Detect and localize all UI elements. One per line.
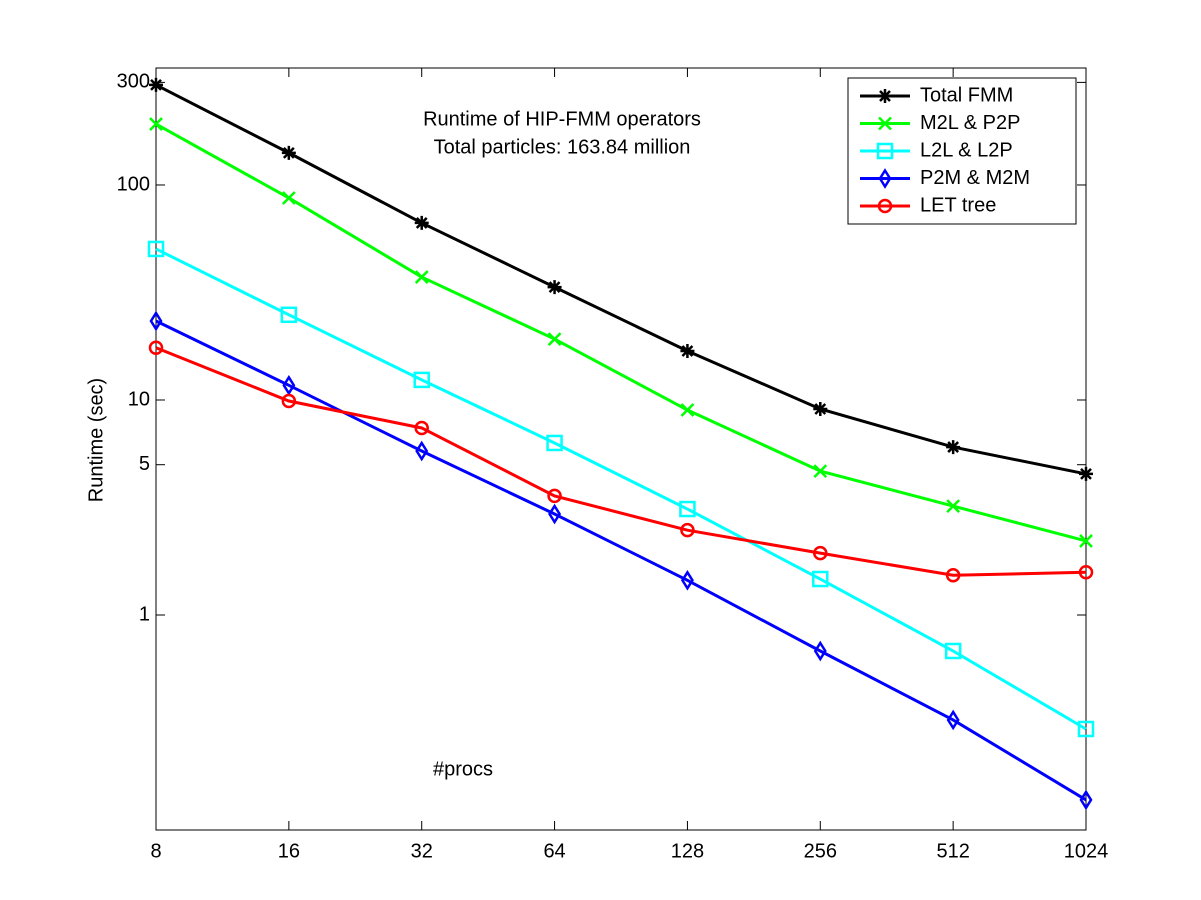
marker bbox=[280, 306, 298, 324]
marker bbox=[281, 145, 296, 160]
marker bbox=[1079, 466, 1093, 481]
marker bbox=[946, 709, 960, 731]
marker bbox=[946, 440, 961, 455]
marker bbox=[548, 503, 562, 525]
legend-marker bbox=[876, 142, 894, 160]
marker bbox=[547, 332, 562, 346]
marker bbox=[813, 545, 828, 561]
marker bbox=[149, 77, 163, 92]
series-line bbox=[155, 319, 1087, 802]
y-axis-label: Runtime (sec) bbox=[85, 378, 107, 502]
legend-marker bbox=[878, 89, 892, 103]
legend: Total FMM M2L & P2P L2L & L2P P2M & M2M LET … bbox=[847, 77, 1077, 225]
marker bbox=[946, 499, 961, 513]
chart-title: Runtime of HIP-FMM operators bbox=[423, 108, 701, 130]
marker bbox=[149, 117, 163, 131]
marker bbox=[414, 270, 429, 284]
x-tick-label: 256 bbox=[804, 840, 837, 862]
marker bbox=[680, 522, 695, 538]
marker bbox=[1077, 720, 1095, 738]
legend-marker bbox=[878, 116, 892, 131]
marker bbox=[945, 568, 961, 583]
x-axis-label: #procs bbox=[433, 758, 493, 780]
marker bbox=[282, 374, 296, 396]
series-line bbox=[155, 122, 1087, 543]
chart-title: Total particles: 163.84 million bbox=[434, 136, 691, 158]
marker bbox=[680, 403, 695, 417]
series-line bbox=[155, 247, 1087, 731]
marker bbox=[547, 488, 562, 504]
marker bbox=[813, 464, 828, 478]
marker bbox=[414, 215, 429, 230]
legend-label: P2M & M2M bbox=[920, 167, 1030, 189]
y-tick-label: 300 bbox=[117, 71, 150, 93]
legend-marker bbox=[878, 168, 892, 189]
series-line bbox=[155, 346, 1087, 577]
marker bbox=[813, 640, 827, 662]
marker bbox=[281, 191, 296, 205]
marker bbox=[414, 420, 429, 436]
x-tick-label: 64 bbox=[543, 840, 565, 862]
legend-label: LET tree bbox=[920, 194, 996, 216]
marker bbox=[413, 371, 430, 389]
marker bbox=[944, 642, 962, 660]
y-tick-label: 100 bbox=[117, 173, 150, 195]
marker bbox=[812, 570, 829, 588]
x-tick-label: 1024 bbox=[1064, 840, 1109, 862]
legend-marker bbox=[877, 198, 893, 214]
x-tick-label: 128 bbox=[671, 840, 704, 862]
marker bbox=[680, 343, 695, 358]
legend-label: Total FMM bbox=[920, 84, 1013, 106]
y-tick-label: 1 bbox=[139, 603, 150, 625]
x-tick-label: 8 bbox=[150, 840, 161, 862]
marker bbox=[1079, 789, 1093, 811]
marker bbox=[1078, 565, 1094, 580]
marker bbox=[281, 393, 297, 409]
x-tick-label: 512 bbox=[936, 840, 969, 862]
marker bbox=[1079, 534, 1093, 548]
legend-label: M2L & P2P bbox=[920, 112, 1020, 134]
marker bbox=[680, 569, 694, 591]
y-tick-label: 10 bbox=[128, 388, 150, 410]
marker bbox=[813, 401, 828, 416]
marker bbox=[147, 240, 165, 258]
x-tick-label: 32 bbox=[411, 840, 433, 862]
marker bbox=[547, 280, 562, 295]
legend-label: L2L & L2P bbox=[920, 139, 1013, 161]
marker bbox=[149, 310, 163, 332]
marker bbox=[546, 434, 563, 452]
marker bbox=[415, 440, 429, 462]
x-tick-label: 16 bbox=[278, 840, 300, 862]
marker bbox=[679, 500, 696, 518]
series-line bbox=[155, 83, 1087, 476]
marker bbox=[148, 340, 164, 355]
y-tick-label: 5 bbox=[139, 453, 150, 475]
